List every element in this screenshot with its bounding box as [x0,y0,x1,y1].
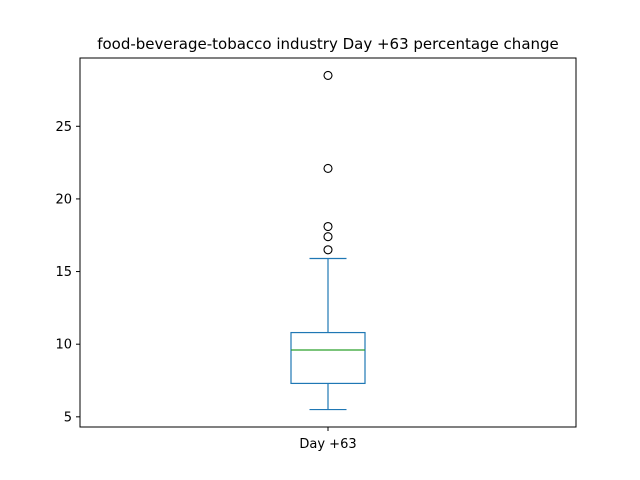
y-tick-label: 25 [55,120,72,135]
plot-frame [79,57,577,428]
y-tick-label: 10 [55,338,72,353]
outlier-point [323,245,333,255]
y-tick-label: 20 [55,192,72,207]
outlier-point [323,163,333,173]
outlier-point [323,221,333,232]
outlier-point [323,70,333,80]
x-tick-label: Day +63 [299,437,356,452]
outlier-point [323,232,333,242]
iqr-box [290,331,366,385]
y-tick-label: 5 [64,410,72,425]
y-tick-label: 15 [55,265,72,280]
chart-title: food-beverage-tobacco industry Day +63 p… [97,35,559,53]
plot-area: 5 10 15 20 25 Day +63 [55,70,366,452]
